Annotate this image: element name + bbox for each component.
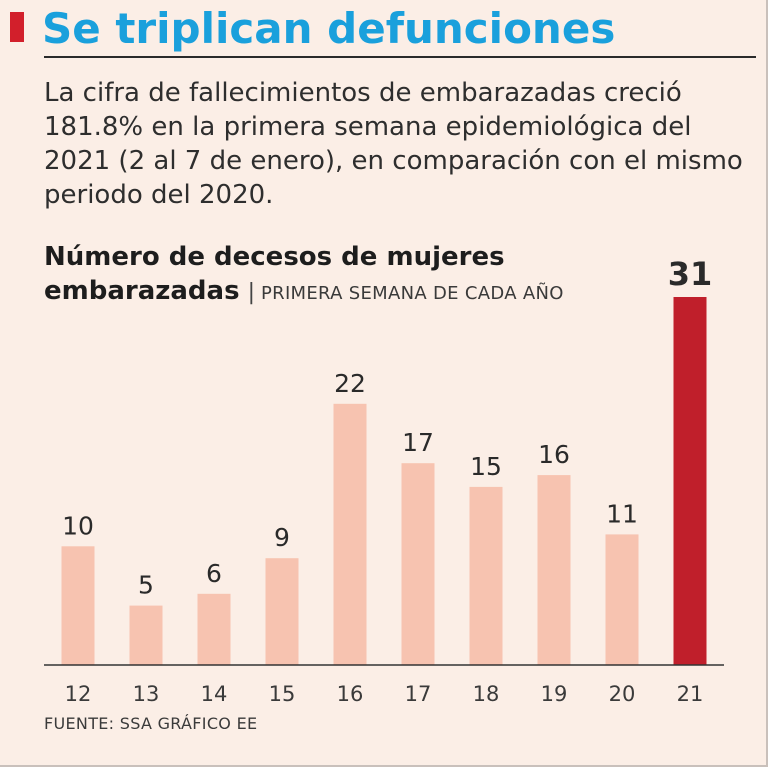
bar-value-label: 16 — [538, 440, 570, 469]
headline: Se triplican defunciones — [42, 4, 616, 53]
x-tick-label: 14 — [201, 682, 228, 706]
bar — [537, 475, 571, 665]
headline-rule — [44, 56, 756, 58]
bar — [401, 463, 435, 665]
bar — [197, 593, 231, 665]
bar — [61, 546, 95, 665]
x-tick-label: 13 — [133, 682, 160, 706]
x-tick-label: 15 — [269, 682, 296, 706]
bar — [333, 403, 367, 665]
x-tick-label: 16 — [337, 682, 364, 706]
bar — [265, 558, 299, 665]
chart-title-block: Número de decesos de mujeres embarazadas… — [44, 240, 664, 311]
x-tick-label: 21 — [677, 682, 704, 706]
bar-highlight — [673, 297, 707, 665]
bar-value-label: 10 — [62, 511, 94, 540]
bar-value-label: 11 — [606, 499, 638, 528]
accent-bar — [10, 12, 24, 42]
bar-value-label: 15 — [470, 452, 502, 481]
bar-value-label: 6 — [206, 559, 222, 588]
chart-subtitle: PRIMERA SEMANA DE CADA AÑO — [260, 283, 564, 304]
chart-title: Número de decesos de mujeres embarazadas — [44, 242, 505, 306]
x-tick-label: 12 — [65, 682, 92, 706]
lede-paragraph: La cifra de fallecimientos de embarazada… — [44, 78, 743, 210]
x-tick-label: 18 — [473, 682, 500, 706]
bar-value-label: 9 — [274, 523, 290, 552]
bar-value-label: 17 — [402, 428, 434, 457]
bar-value-label: 5 — [138, 571, 154, 600]
bar — [129, 605, 163, 665]
title-separator: | — [247, 280, 255, 305]
bar-value-label: 22 — [334, 369, 366, 398]
bar — [469, 486, 503, 665]
x-tick-label: 19 — [541, 682, 568, 706]
x-tick-label: 20 — [609, 682, 636, 706]
source-note: FUENTE: SSA GRÁFICO EE — [44, 714, 258, 733]
bar — [605, 534, 639, 665]
x-tick-label: 17 — [405, 682, 432, 706]
bar-value-label: 31 — [668, 255, 713, 293]
